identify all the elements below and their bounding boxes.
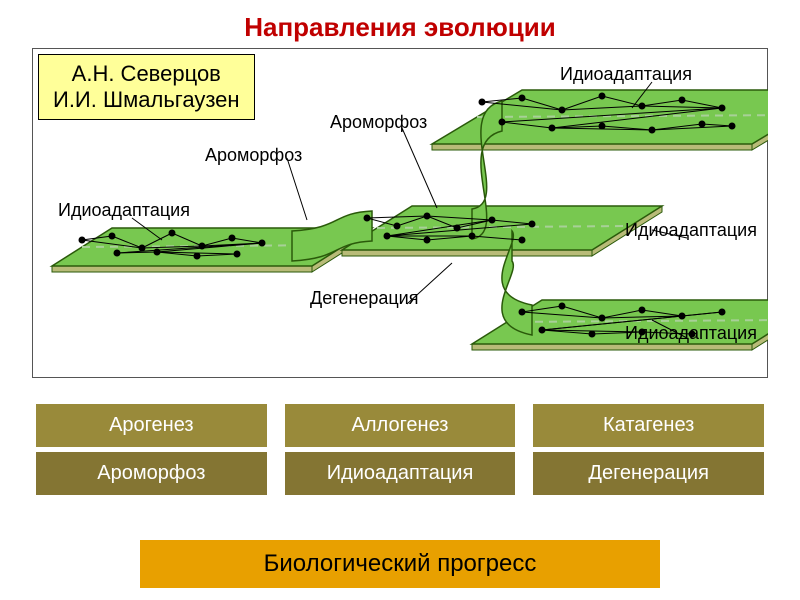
category-row-2: Ароморфоз Идиоадаптация Дегенерация: [36, 452, 764, 495]
authors-box: А.Н. Северцов И.И. Шмальгаузен: [38, 54, 255, 120]
cat-idioadaptacia: Идиоадаптация: [285, 452, 516, 495]
label-idio-top: Идиоадаптация: [560, 64, 692, 85]
cat-arogenez: Арогенез: [36, 404, 267, 447]
label-degen: Дегенерация: [310, 288, 418, 309]
label-aromorfoz-1: Ароморфоз: [205, 145, 302, 166]
label-idio-mid: Идиоадаптация: [625, 220, 757, 241]
cat-allogenez: Аллогенез: [285, 404, 516, 447]
cat-aromorfoz: Ароморфоз: [36, 452, 267, 495]
author-2: И.И. Шмальгаузен: [53, 87, 240, 113]
label-aromorfoz-2: Ароморфоз: [330, 112, 427, 133]
author-1: А.Н. Северцов: [53, 61, 240, 87]
label-idio-bot: Идиоадаптация: [625, 323, 757, 344]
label-idio-left: Идиоадаптация: [58, 200, 190, 221]
page-title: Направления эволюции: [0, 0, 800, 43]
bio-progress: Биологический прогресс: [140, 540, 660, 588]
cat-katagenez: Катагенез: [533, 404, 764, 447]
cat-degeneracia: Дегенерация: [533, 452, 764, 495]
category-row-1: Арогенез Аллогенез Катагенез: [36, 404, 764, 447]
